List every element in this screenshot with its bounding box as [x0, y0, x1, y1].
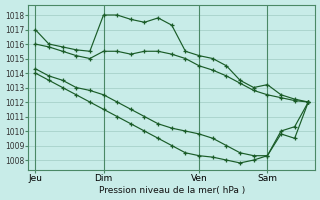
X-axis label: Pression niveau de la mer( hPa ): Pression niveau de la mer( hPa ) [99, 186, 245, 195]
